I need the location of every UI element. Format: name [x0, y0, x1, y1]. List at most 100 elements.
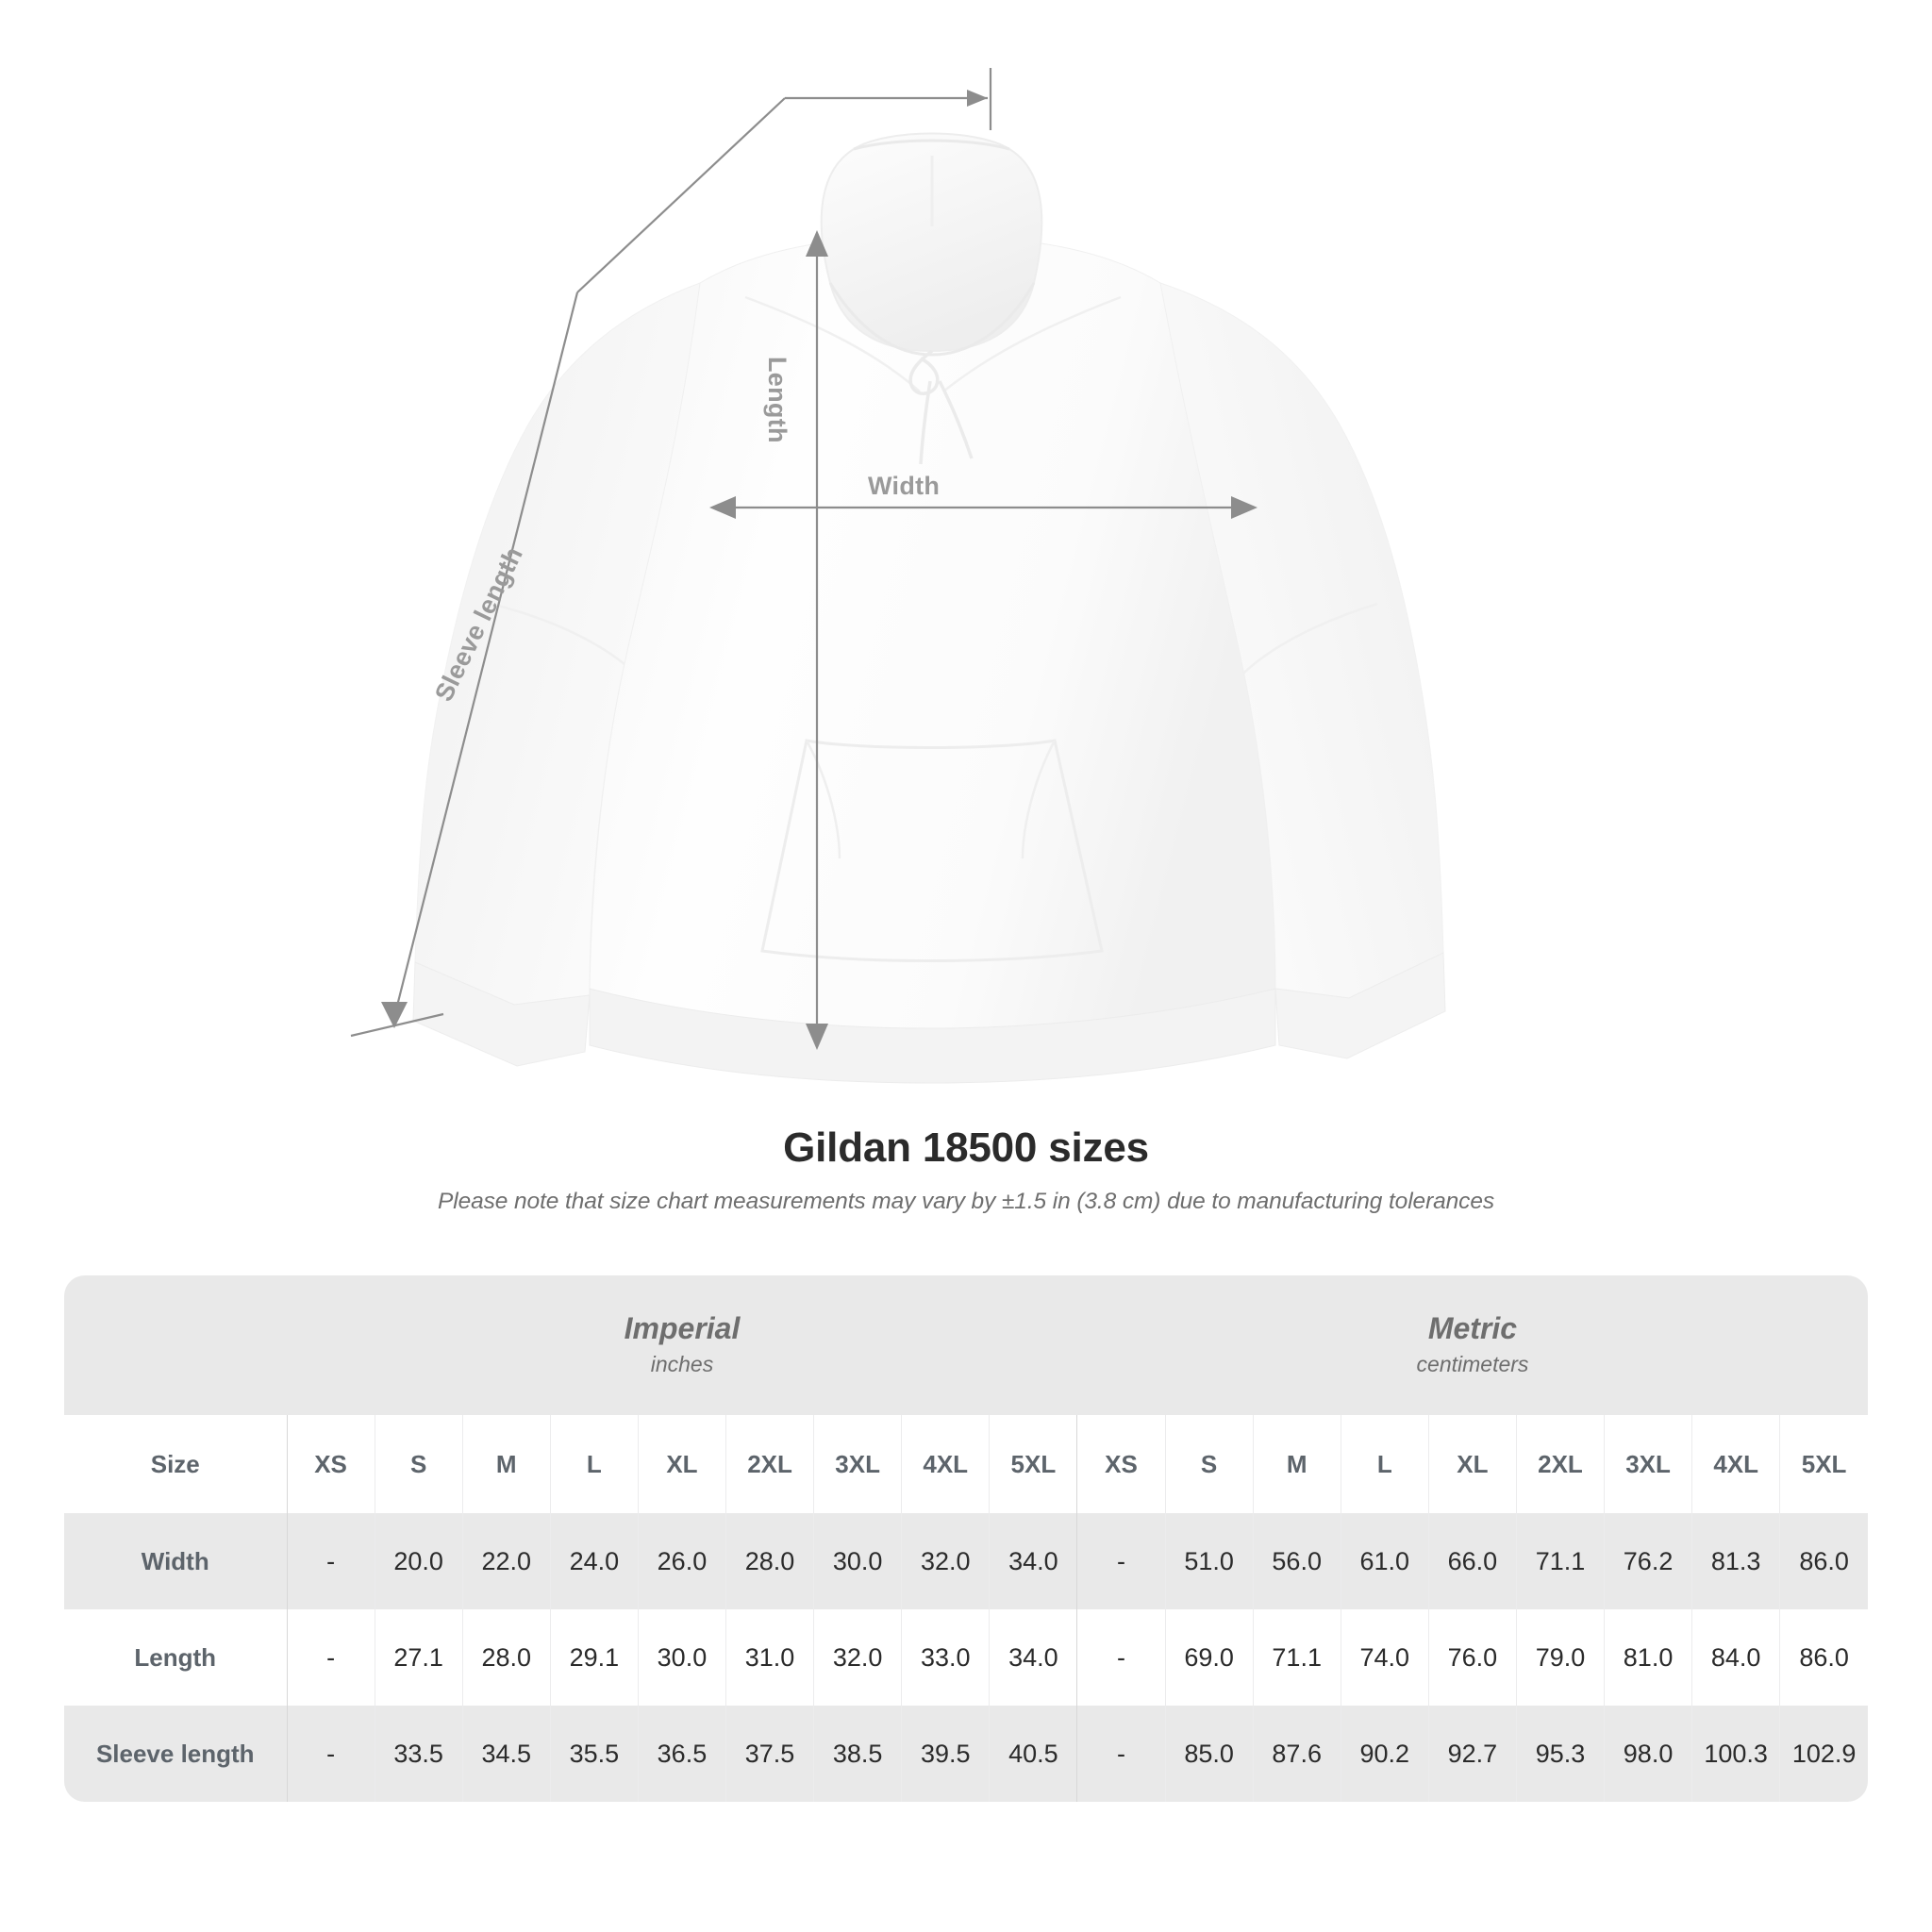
- cell-width-imperial-l: 24.0: [549, 1513, 639, 1609]
- size-header-imperial-m: M: [461, 1415, 551, 1513]
- size-header-imperial-2xl: 2XL: [724, 1415, 814, 1513]
- cell-sleeve-metric-4xl: 100.3: [1691, 1706, 1780, 1802]
- size-header-imperial-3xl: 3XL: [813, 1415, 902, 1513]
- cell-length-imperial-l: 29.1: [549, 1609, 639, 1706]
- cell-length-metric-5xl: 86.0: [1779, 1609, 1868, 1706]
- unit-group-row: Imperial inches Metric centimeters: [64, 1275, 1868, 1415]
- cell-width-imperial-m: 22.0: [461, 1513, 551, 1609]
- page-title: Gildan 18500 sizes: [783, 1124, 1149, 1171]
- unit-group-imperial-name: Imperial: [624, 1310, 741, 1345]
- cell-length-metric-3xl: 81.0: [1604, 1609, 1692, 1706]
- cell-width-metric-m: 56.0: [1252, 1513, 1341, 1609]
- sleeve-length-leader: [350, 68, 992, 1038]
- unit-group-metric: Metric centimeters: [1076, 1275, 1868, 1415]
- unit-group-metric-sub: centimeters: [1416, 1351, 1529, 1376]
- row-label-sleeve-length: Sleeve length: [64, 1706, 288, 1802]
- hoodie-drawstrings: [908, 349, 974, 465]
- cell-sleeve-imperial-xl: 36.5: [637, 1706, 726, 1802]
- size-header-imperial-s: S: [374, 1415, 463, 1513]
- cell-width-metric-xs: -: [1076, 1513, 1166, 1609]
- size-header-imperial-xl: XL: [637, 1415, 726, 1513]
- row-label-length: Length: [64, 1609, 288, 1706]
- measurement-lines: [350, 68, 1257, 1050]
- unit-group-metric-name: Metric: [1427, 1310, 1518, 1345]
- cell-sleeve-imperial-l: 35.5: [549, 1706, 639, 1802]
- cell-length-imperial-5xl: 34.0: [989, 1609, 1077, 1706]
- size-header-metric-m: M: [1252, 1415, 1341, 1513]
- garment-diagram: Length Width Sleeve length: [350, 68, 1446, 1084]
- unit-group-imperial: Imperial inches: [287, 1275, 1077, 1415]
- unit-group-imperial-sub: inches: [650, 1351, 714, 1376]
- cell-sleeve-metric-m: 87.6: [1252, 1706, 1341, 1802]
- size-header-metric-s: S: [1164, 1415, 1254, 1513]
- size-header-metric-4xl: 4XL: [1691, 1415, 1780, 1513]
- cell-width-metric-xl: 66.0: [1427, 1513, 1517, 1609]
- title-block: Gildan 18500 sizes Please note that size…: [0, 1124, 1932, 1215]
- cell-width-imperial-2xl: 28.0: [724, 1513, 814, 1609]
- cell-length-imperial-xs: -: [286, 1609, 375, 1706]
- cell-width-imperial-4xl: 32.0: [901, 1513, 990, 1609]
- unit-spacer-cell: [64, 1275, 288, 1415]
- hoodie-hood: [820, 132, 1043, 357]
- width-dimension-line: [709, 496, 1257, 519]
- size-header-metric-3xl: 3XL: [1604, 1415, 1692, 1513]
- cell-sleeve-imperial-xs: -: [286, 1706, 375, 1802]
- cell-width-imperial-5xl: 34.0: [989, 1513, 1077, 1609]
- size-header-imperial-xs: XS: [286, 1415, 375, 1513]
- cell-length-metric-4xl: 84.0: [1691, 1609, 1780, 1706]
- cell-sleeve-metric-5xl: 102.9: [1779, 1706, 1868, 1802]
- cell-sleeve-imperial-4xl: 39.5: [901, 1706, 990, 1802]
- tolerance-note: Please note that size chart measurements…: [438, 1189, 1494, 1214]
- cell-width-imperial-3xl: 30.0: [813, 1513, 902, 1609]
- cell-sleeve-imperial-s: 33.5: [374, 1706, 463, 1802]
- cell-length-imperial-3xl: 32.0: [813, 1609, 902, 1706]
- row-label-width: Width: [64, 1513, 288, 1609]
- cell-width-metric-5xl: 86.0: [1779, 1513, 1868, 1609]
- cell-length-metric-l: 74.0: [1340, 1609, 1429, 1706]
- size-header-metric-l: L: [1340, 1415, 1429, 1513]
- cell-length-imperial-4xl: 33.0: [901, 1609, 990, 1706]
- cell-length-metric-m: 71.1: [1252, 1609, 1341, 1706]
- size-header-metric-5xl: 5XL: [1779, 1415, 1868, 1513]
- size-header-imperial-l: L: [549, 1415, 639, 1513]
- cell-length-imperial-s: 27.1: [374, 1609, 463, 1706]
- cell-sleeve-imperial-2xl: 37.5: [724, 1706, 814, 1802]
- cell-sleeve-metric-3xl: 98.0: [1604, 1706, 1692, 1802]
- length-dimension-line: [806, 230, 828, 1050]
- size-header-metric-xs: XS: [1076, 1415, 1166, 1513]
- cell-width-metric-2xl: 71.1: [1515, 1513, 1605, 1609]
- size-header-imperial-4xl: 4XL: [901, 1415, 990, 1513]
- cell-sleeve-metric-xl: 92.7: [1427, 1706, 1517, 1802]
- cell-width-imperial-xs: -: [286, 1513, 375, 1609]
- cell-length-metric-s: 69.0: [1164, 1609, 1254, 1706]
- width-dimension-label: Width: [868, 472, 941, 500]
- size-table-container: Imperial inches Metric centimeters Size …: [64, 1275, 1868, 1802]
- length-dimension-label: Length: [763, 357, 791, 443]
- cell-sleeve-metric-s: 85.0: [1164, 1706, 1254, 1802]
- cell-sleeve-metric-l: 90.2: [1340, 1706, 1429, 1802]
- cell-sleeve-imperial-m: 34.5: [461, 1706, 551, 1802]
- cell-length-metric-xs: -: [1076, 1609, 1166, 1706]
- hoodie-body: [589, 235, 1276, 1084]
- size-table: Imperial inches Metric centimeters Size …: [64, 1275, 1868, 1802]
- size-header-corner: Size: [64, 1415, 288, 1513]
- size-header-imperial-5xl: 5XL: [989, 1415, 1077, 1513]
- cell-width-metric-l: 61.0: [1340, 1513, 1429, 1609]
- hoodie-illustration: [350, 68, 1446, 1084]
- cell-width-imperial-xl: 26.0: [637, 1513, 726, 1609]
- cell-sleeve-metric-xs: -: [1076, 1706, 1166, 1802]
- cell-length-imperial-xl: 30.0: [637, 1609, 726, 1706]
- cell-length-imperial-2xl: 31.0: [724, 1609, 814, 1706]
- table-row: Width - 20.0 22.0 24.0 26.0 28.0 30.0 32…: [64, 1513, 1868, 1609]
- size-header-metric-xl: XL: [1427, 1415, 1517, 1513]
- hoodie-left-sleeve: [412, 282, 718, 1067]
- cell-width-metric-3xl: 76.2: [1604, 1513, 1692, 1609]
- cell-length-metric-xl: 76.0: [1427, 1609, 1517, 1706]
- cell-sleeve-imperial-5xl: 40.5: [989, 1706, 1077, 1802]
- cell-sleeve-metric-2xl: 95.3: [1515, 1706, 1605, 1802]
- cell-width-metric-4xl: 81.3: [1691, 1513, 1780, 1609]
- cell-width-imperial-s: 20.0: [374, 1513, 463, 1609]
- size-header-metric-2xl: 2XL: [1515, 1415, 1605, 1513]
- cell-width-metric-s: 51.0: [1164, 1513, 1254, 1609]
